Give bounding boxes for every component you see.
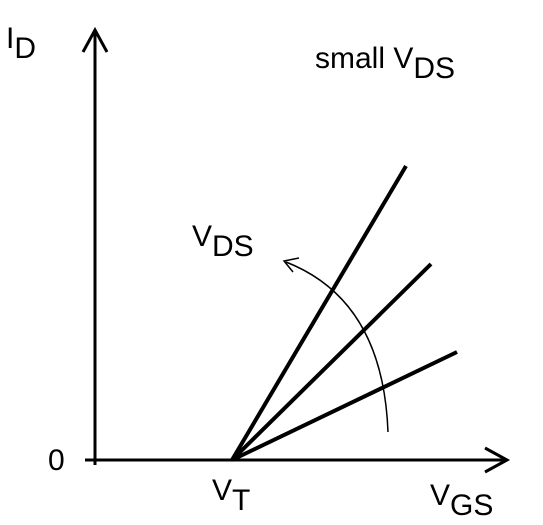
id-line-medium-vds [230, 262, 433, 462]
y-axis-arrowhead [81, 26, 109, 53]
y-axis-label: ID [6, 22, 36, 65]
id-line-small-vds [231, 350, 458, 462]
origin-label: 0 [48, 444, 65, 477]
vds-arrow-label: VDS [192, 220, 254, 263]
id-line-large-vds [230, 164, 408, 462]
x-axis-label: VGS [430, 479, 493, 522]
vds-arrowhead [282, 257, 300, 273]
vds-increase-arrow [285, 261, 389, 433]
threshold-label: VT [212, 474, 250, 517]
x-axis-arrowhead [484, 446, 511, 474]
condition-label: small VDS [315, 42, 455, 85]
